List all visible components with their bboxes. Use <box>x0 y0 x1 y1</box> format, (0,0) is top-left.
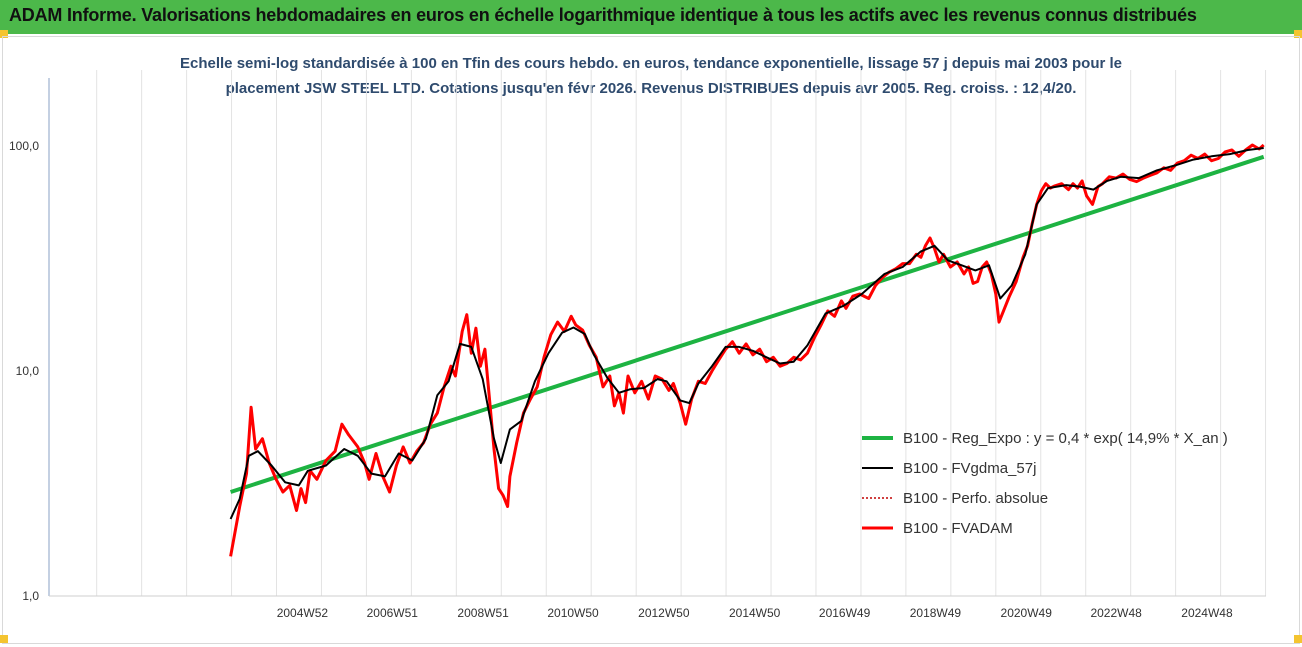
corner-marker-bottom-right <box>1294 635 1302 643</box>
x-tick-label: 2024W48 <box>1181 606 1233 620</box>
corner-marker-right <box>1294 30 1302 38</box>
report-title: ADAM Informe. Valorisations hebdomadaire… <box>9 5 1197 25</box>
chart-subtitle-line-1: Echelle semi-log standardisée à 100 en T… <box>180 55 1122 72</box>
y-tick-label: 100,0 <box>9 139 39 153</box>
series-trend-line <box>229 154 1265 494</box>
legend-label-perf: B100 - Perfo. absolue <box>903 490 1048 507</box>
x-tick-label: 2020W49 <box>1001 606 1053 620</box>
series-smooth-line <box>229 147 1264 520</box>
y-tick-label: 1,0 <box>22 589 39 603</box>
legend-label-fvadam: B100 - FVADAM <box>903 520 1013 537</box>
x-tick-label: 2014W50 <box>729 606 781 620</box>
corner-marker-left <box>0 30 8 38</box>
chart-subtitle-line-2: placement JSW STEEL LTD. Cotations jusqu… <box>225 80 1077 97</box>
legend-label-trend: B100 - Reg_Expo : y = 0,4 * exp( 14,9% *… <box>903 430 1228 447</box>
x-tick-label: 2004W52 <box>277 606 329 620</box>
header-bar: ADAM Informe. Valorisations hebdomadaire… <box>0 0 1302 38</box>
y-tick-label: 10,0 <box>16 364 40 378</box>
x-tick-label: 2022W48 <box>1090 606 1142 620</box>
x-tick-label: 2018W49 <box>910 606 962 620</box>
x-tick-label: 2008W51 <box>457 606 509 620</box>
legend-label-smooth: B100 - FVgdma_57j <box>903 460 1036 477</box>
x-tick-label: 2012W50 <box>638 606 690 620</box>
x-tick-label: 2010W50 <box>547 606 599 620</box>
chart-frame <box>2 36 1300 644</box>
x-tick-label: 2016W49 <box>819 606 871 620</box>
x-tick-label: 2006W51 <box>367 606 419 620</box>
corner-marker-bottom-left <box>0 635 8 643</box>
